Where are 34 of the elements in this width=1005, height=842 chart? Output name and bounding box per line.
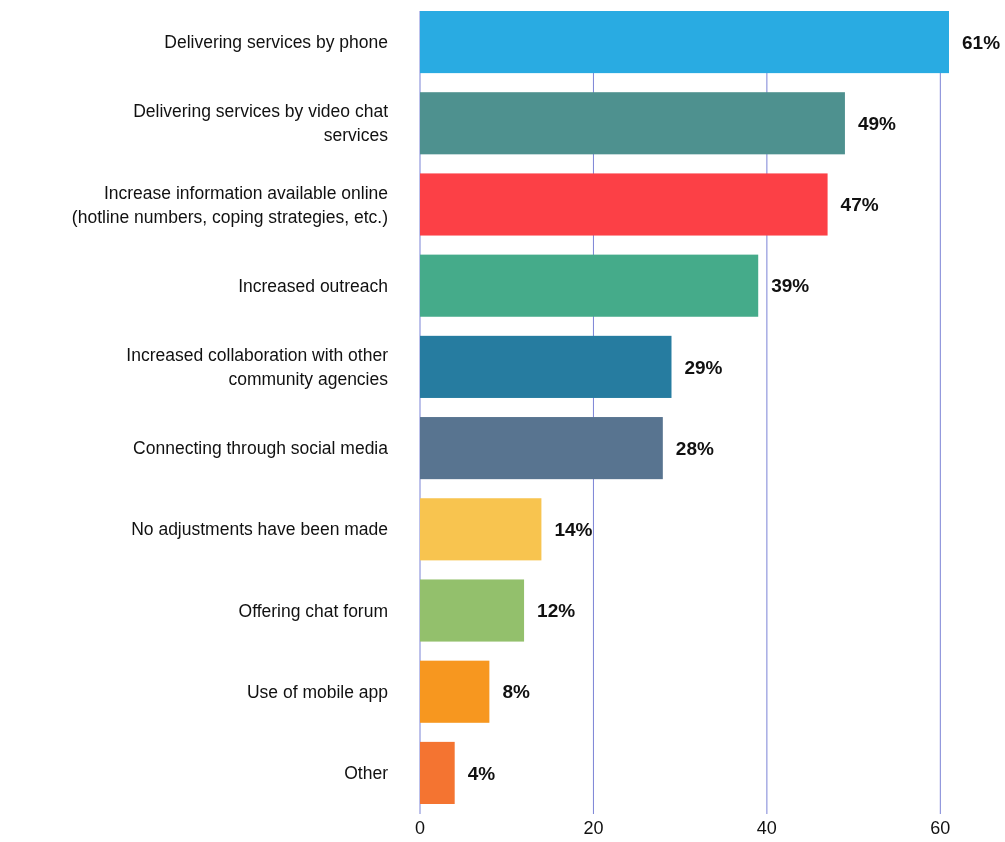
bar (420, 254, 759, 317)
data-label: 8% (502, 681, 530, 703)
bar (420, 335, 672, 398)
bar (420, 11, 949, 74)
y-tick-label: Offering chat forum (238, 600, 388, 621)
y-tick-label: Delivering services by video chat services (133, 101, 389, 146)
y-tick-label: Use of mobile app (246, 681, 388, 702)
x-tick-label: 60 (930, 818, 951, 838)
data-label: 12% (537, 600, 576, 622)
bar (420, 173, 828, 236)
y-tick-label: Other (344, 763, 389, 784)
y-tick-label: Delivering services by phone (164, 32, 388, 53)
y-tick-label: Increased outreach (238, 275, 388, 296)
data-label: 14% (554, 518, 593, 540)
data-label: 29% (684, 356, 723, 378)
bar (420, 92, 845, 155)
bar (420, 417, 663, 480)
bar (420, 741, 455, 804)
bar (420, 660, 490, 723)
x-tick-label: 40 (756, 818, 777, 838)
y-tick-label: No adjustments have been made (131, 519, 388, 540)
x-tick-label: 0 (414, 818, 426, 838)
bar (420, 579, 525, 642)
data-label: 28% (675, 437, 714, 459)
data-label: 39% (771, 275, 810, 297)
data-label: 49% (857, 112, 897, 134)
x-tick-label: 20 (583, 818, 604, 838)
y-tick-label: Connecting through social media (133, 438, 389, 459)
data-label: 47% (840, 194, 879, 216)
y-tick-label: Increase information available online (hotline numbers, coping strategies, etc.) (71, 182, 388, 227)
bar (420, 498, 542, 561)
data-label: 61% (962, 31, 1001, 53)
data-label: 4% (467, 762, 496, 784)
y-tick-label: Increased collaboration with other community agencies (126, 345, 389, 390)
